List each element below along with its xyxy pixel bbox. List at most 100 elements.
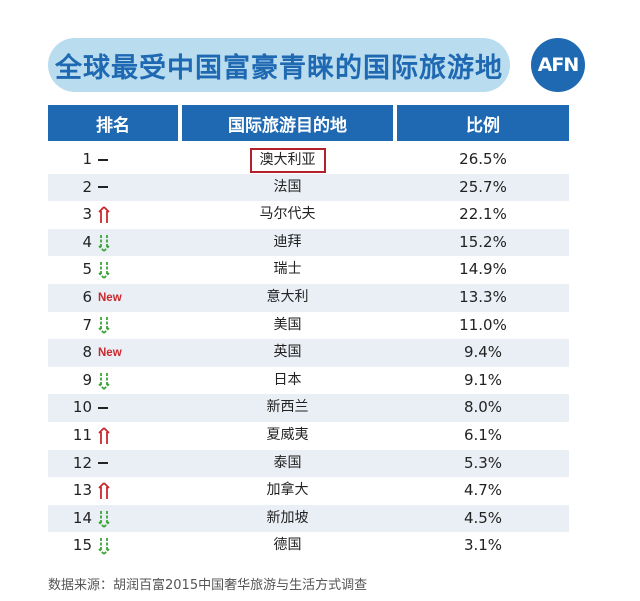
ratio-value: 25.7% xyxy=(459,177,507,196)
trend-indicator xyxy=(98,394,108,422)
trend-indicator xyxy=(98,450,108,478)
afn-logo: AFN xyxy=(531,38,585,92)
destination-cell: 马尔代夫 xyxy=(182,201,393,229)
destination-name: 法国 xyxy=(273,178,302,195)
destination-name: 加拿大 xyxy=(266,482,309,499)
ratio-value: 4.5% xyxy=(463,508,503,527)
header-rank: 排名 xyxy=(48,105,178,141)
trend-indicator xyxy=(98,256,110,284)
ratio-value: 9.4% xyxy=(463,343,503,362)
down-arrow-icon xyxy=(98,234,110,252)
trend-indicator: New xyxy=(98,339,122,367)
ratio-value: 6.1% xyxy=(463,425,503,444)
down-arrow-icon xyxy=(98,317,110,334)
trend-indicator xyxy=(98,422,110,450)
table-row: 12 泰国 5.3% xyxy=(48,449,569,478)
up-arrow-icon xyxy=(98,482,110,499)
trend-indicator xyxy=(98,312,110,340)
table-row: 1 澳大利亚 26.5% xyxy=(48,146,569,174)
destination-name: 德国 xyxy=(273,537,302,554)
destination-name: 夏威夷 xyxy=(266,426,309,443)
table-row: 6 New 意大利 13.3% xyxy=(48,283,569,312)
rank-number: 8 xyxy=(82,343,92,362)
destination-cell: 瑞士 xyxy=(182,256,393,284)
table-row: 8 New 英国 9.4% xyxy=(48,339,569,367)
ratio-value: 3.1% xyxy=(463,536,503,555)
rank-number: 10 xyxy=(72,398,92,417)
rank-number: 5 xyxy=(82,260,92,279)
table-row: 15 德国 3.1% xyxy=(48,532,569,560)
table-row: 5 瑞士 14.9% xyxy=(48,256,569,284)
down-arrow-icon xyxy=(98,262,110,279)
destination-name: 美国 xyxy=(273,316,302,333)
destination-cell: 日本 xyxy=(182,367,393,395)
destination-cell: 夏威夷 xyxy=(182,422,393,450)
title-banner: 全球最受中国富豪青睐的国际旅游地 xyxy=(48,38,510,92)
destination-name: 日本 xyxy=(273,371,302,388)
destination-name: 英国 xyxy=(273,344,302,361)
ratio-value: 8.0% xyxy=(463,398,503,417)
table-row: 3 马尔代夫 22.1% xyxy=(48,201,569,229)
ratio-value: 22.1% xyxy=(459,205,507,224)
trend-indicator xyxy=(98,477,110,505)
rank-number: 11 xyxy=(72,425,92,444)
table-row: 9 日本 9.1% xyxy=(48,367,569,395)
destination-cell: 意大利 xyxy=(182,284,393,312)
down-arrow-icon xyxy=(98,372,110,390)
table-header: 排名 国际旅游目的地 比例 xyxy=(48,105,569,141)
destination-cell: 美国 xyxy=(182,312,393,340)
ratio-value: 4.7% xyxy=(463,481,503,500)
table-row: 4 迪拜 15.2% xyxy=(48,228,569,257)
destination-cell: 英国 xyxy=(182,339,393,367)
ratio-value: 11.0% xyxy=(459,315,507,334)
rank-number: 12 xyxy=(72,453,92,472)
table-body: 1 澳大利亚 26.5% 2 法国 25.7% 3 马尔代夫 22.1% 4 迪拜 15.2% 5 瑞士 1… xyxy=(48,146,569,560)
rank-number: 1 xyxy=(82,150,92,168)
header-ratio: 比例 xyxy=(397,105,569,141)
trend-indicator xyxy=(98,367,110,395)
logo-text: AFN xyxy=(537,54,580,76)
destination-name: 迪拜 xyxy=(273,233,302,250)
table-row: 11 夏威夷 6.1% xyxy=(48,422,569,450)
table-row: 7 美国 11.0% xyxy=(48,312,569,340)
rank-number: 3 xyxy=(82,205,92,224)
trend-indicator xyxy=(98,201,110,229)
rank-number: 6 xyxy=(82,287,92,306)
up-arrow-icon xyxy=(98,206,110,223)
rank-number: 9 xyxy=(82,370,92,389)
trend-indicator xyxy=(98,146,108,174)
source-note: 数据来源：胡润百富2015中国奢华旅游与生活方式调查 xyxy=(48,578,368,593)
header-destination: 国际旅游目的地 xyxy=(182,105,393,141)
destination-name: 澳大利亚 xyxy=(249,148,326,173)
destination-name: 泰国 xyxy=(273,454,302,471)
destination-name: 新西兰 xyxy=(266,399,309,416)
new-entry-label: New xyxy=(98,291,122,304)
trend-indicator xyxy=(98,174,108,202)
rank-number: 14 xyxy=(72,508,92,527)
ratio-value: 13.3% xyxy=(459,287,507,306)
trend-indicator xyxy=(98,229,110,257)
destination-name: 马尔代夫 xyxy=(259,206,316,223)
table-row: 2 法国 25.7% xyxy=(48,173,569,202)
down-arrow-icon xyxy=(98,510,110,528)
destination-cell: 法国 xyxy=(182,174,393,202)
trend-indicator xyxy=(98,532,110,560)
table-row: 14 新加坡 4.5% xyxy=(48,504,569,533)
ratio-value: 9.1% xyxy=(463,370,503,389)
trend-indicator: New xyxy=(98,284,122,312)
ratio-value: 14.9% xyxy=(459,260,507,279)
table-row: 13 加拿大 4.7% xyxy=(48,477,569,505)
trend-indicator xyxy=(98,505,110,533)
no-change-dash-icon xyxy=(98,158,108,161)
destination-name: 意大利 xyxy=(266,288,309,305)
new-entry-label: New xyxy=(98,346,122,359)
rank-number: 4 xyxy=(82,232,92,251)
table-row: 10 新西兰 8.0% xyxy=(48,394,569,422)
page-title: 全球最受中国富豪青睐的国际旅游地 xyxy=(55,52,503,84)
destination-name: 瑞士 xyxy=(273,261,302,278)
ratio-value: 15.2% xyxy=(459,232,507,251)
rank-number: 7 xyxy=(82,315,92,334)
destination-cell: 泰国 xyxy=(182,450,393,478)
rank-number: 13 xyxy=(72,481,92,500)
destination-cell: 德国 xyxy=(182,532,393,560)
